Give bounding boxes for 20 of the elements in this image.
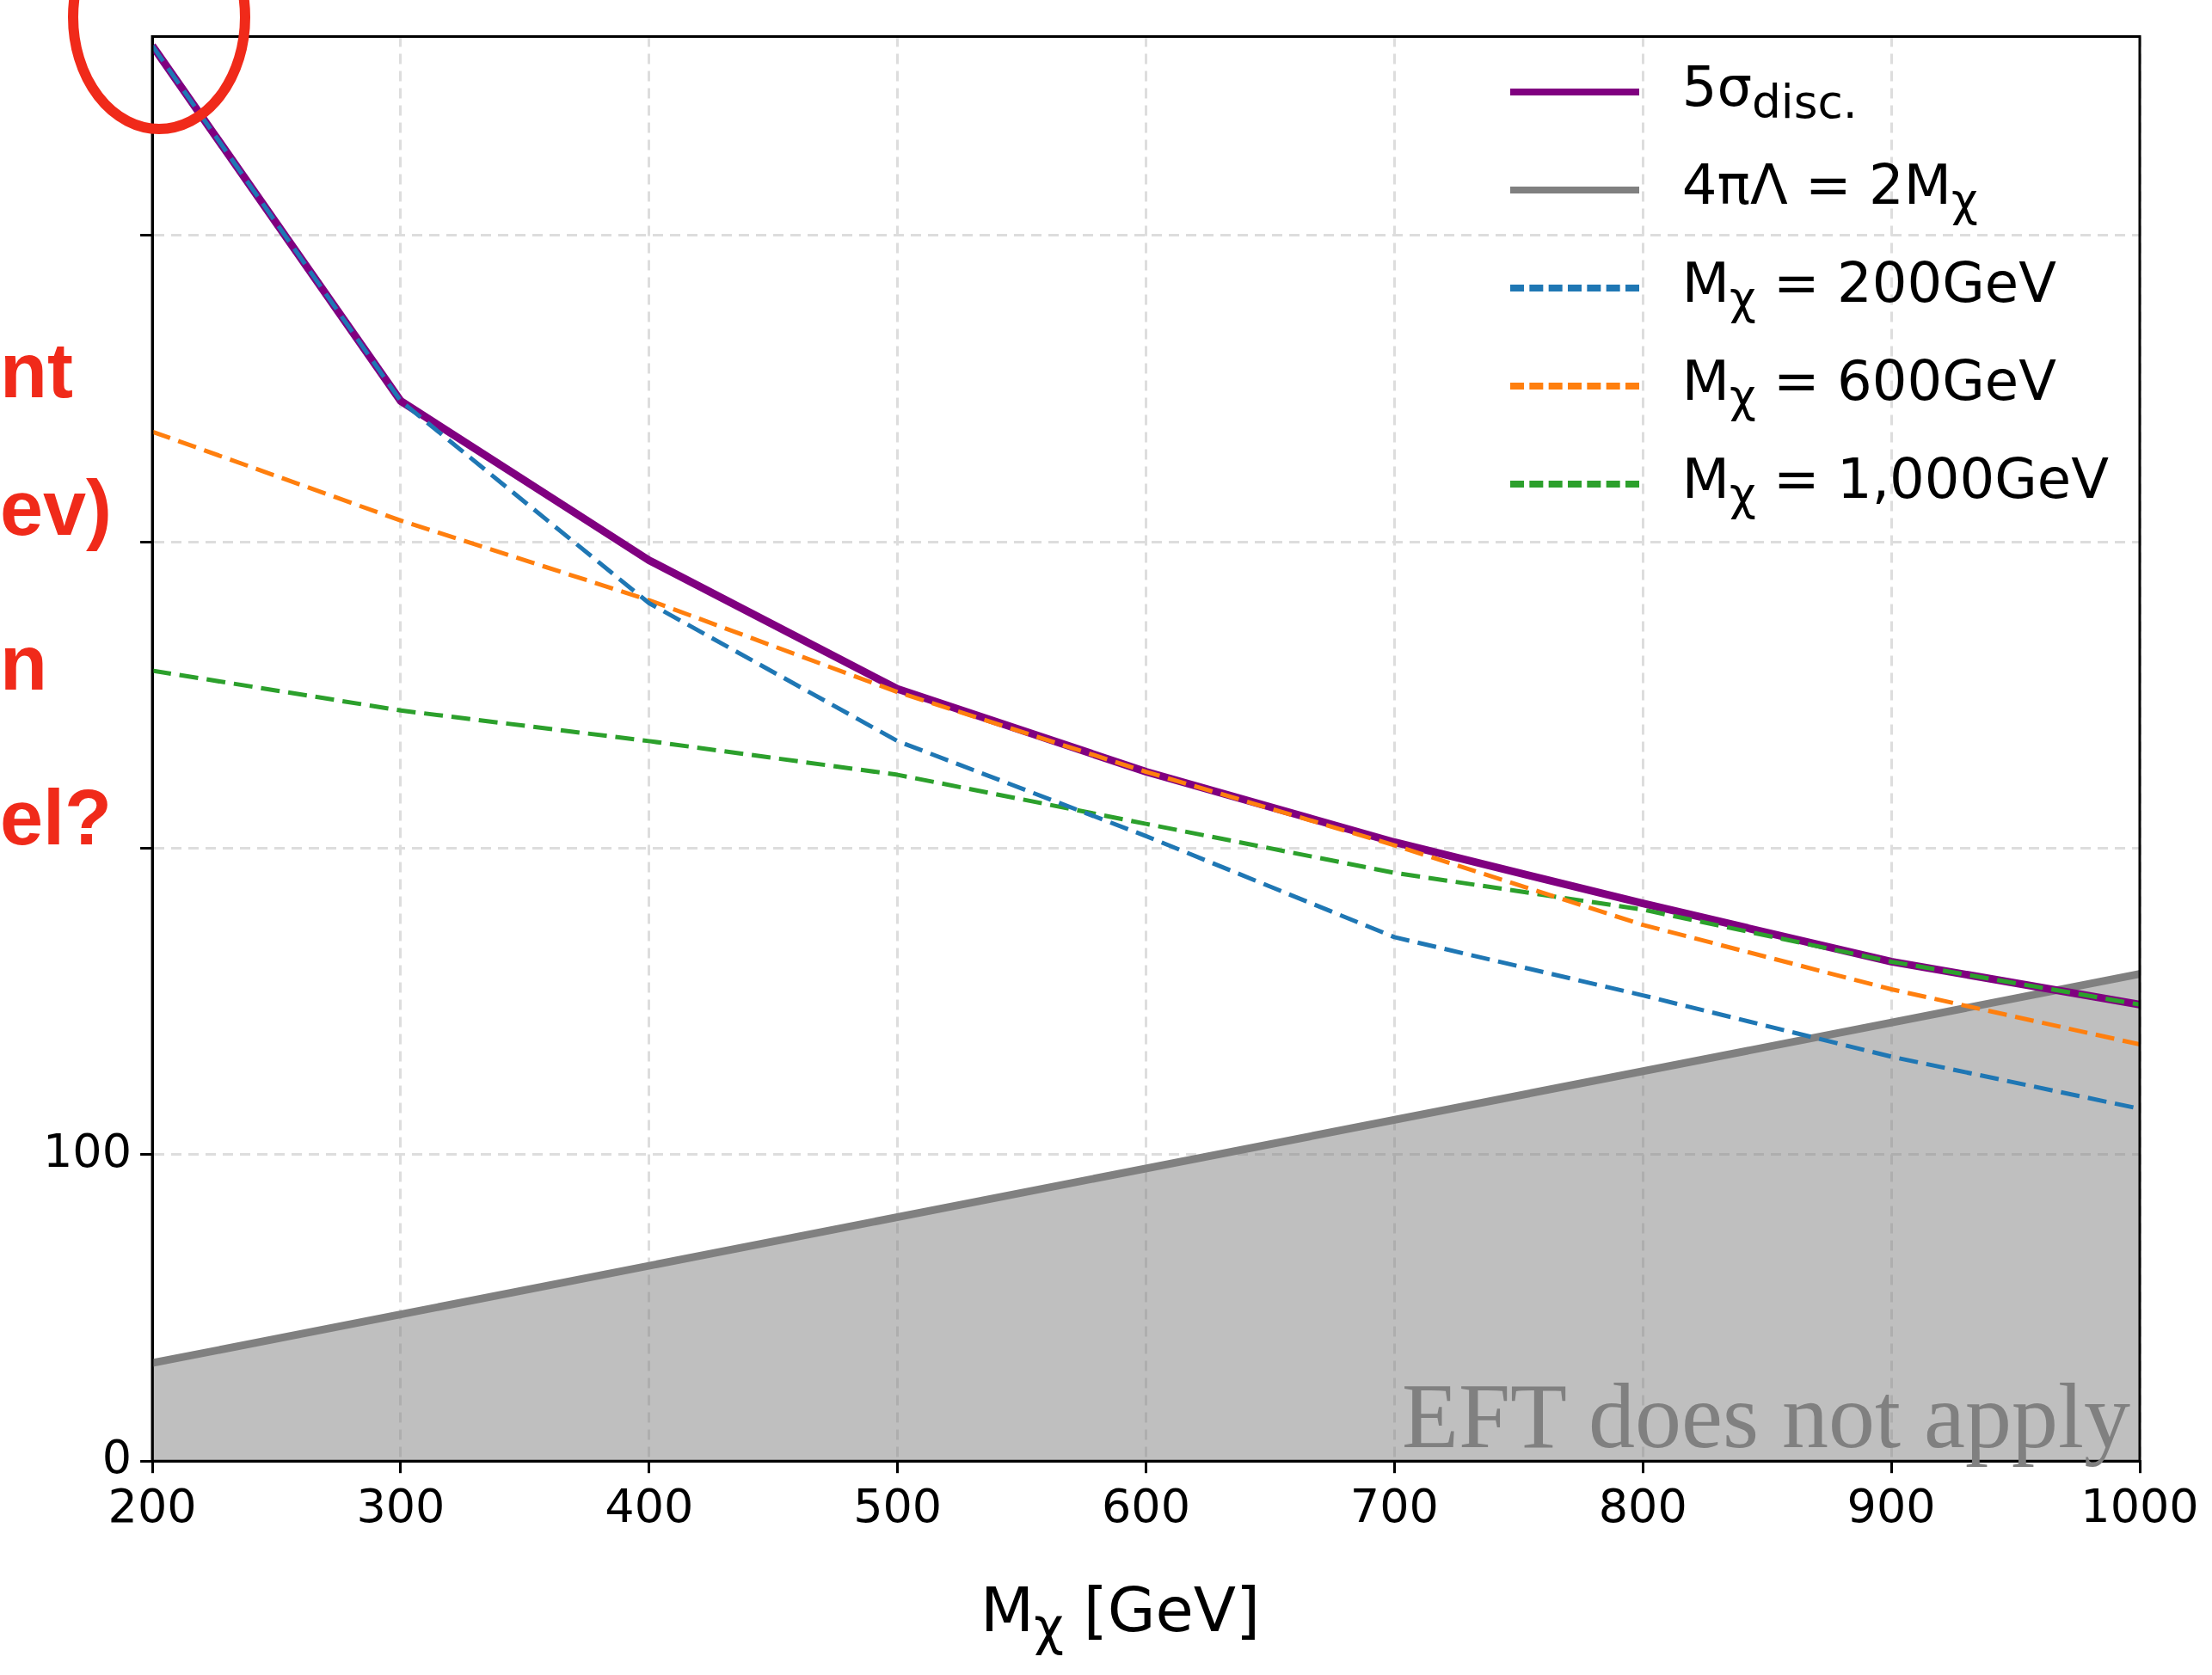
- x-tick-label: 1000: [2080, 1478, 2199, 1533]
- text: el?: [0, 774, 113, 862]
- annotation: EFT does not apply: [1402, 1364, 2130, 1469]
- legend-label: 4πΛ = 2M$_{χ}$: [1681, 153, 1978, 227]
- legend-label: M$_{χ}$ = 1,000GeV: [1681, 447, 2109, 521]
- text: ev): [0, 464, 113, 553]
- x-axis-title: M$_{χ}$ [GeV]: [980, 1574, 1261, 1657]
- x-tick-label: 800: [1598, 1478, 1687, 1533]
- x-tick-label: 400: [605, 1478, 694, 1533]
- legend-label: 5σ$_{disc.}$: [1681, 55, 1858, 129]
- x-tick-label: 500: [853, 1478, 943, 1533]
- y-tick-label: 100: [42, 1123, 132, 1178]
- legend-label: M$_{χ}$ = 600GeV: [1681, 349, 2056, 423]
- x-tick-label: 700: [1349, 1478, 1439, 1533]
- x-tick-label: 300: [356, 1478, 445, 1533]
- x-tick-label: 600: [1102, 1478, 1191, 1533]
- legend-label: M$_{χ}$ = 200GeV: [1681, 251, 2056, 325]
- text: n: [0, 619, 47, 708]
- text: nt: [0, 327, 73, 415]
- x-tick-label: 900: [1846, 1478, 1936, 1533]
